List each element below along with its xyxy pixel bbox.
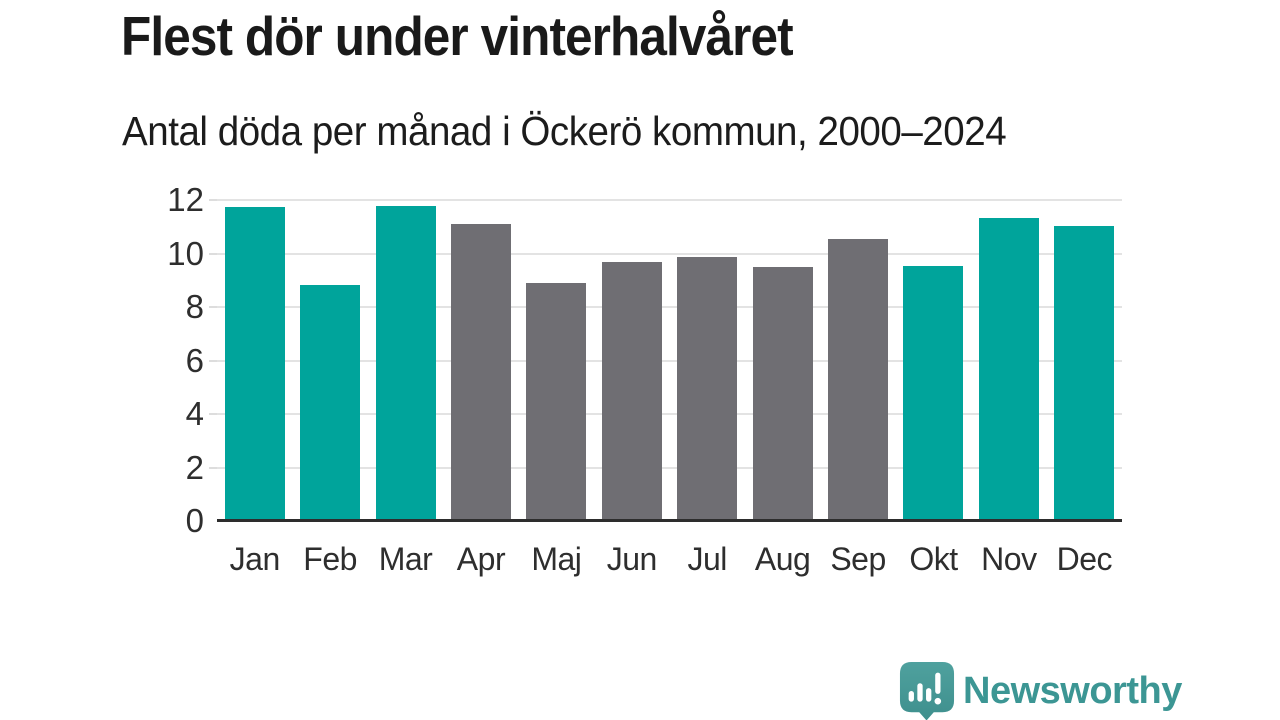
bar-chart-speech-bubble-icon	[899, 662, 955, 720]
y-axis-label-8: 8	[185, 288, 204, 325]
bar-okt	[903, 265, 964, 520]
x-axis-label-feb: Feb	[303, 541, 357, 577]
chart-subtitle: Antal döda per månad i Öckerö kommun, 20…	[122, 108, 1007, 154]
bar-jul	[677, 256, 738, 520]
y-tick-8	[209, 306, 217, 308]
y-axis-label-6: 6	[185, 341, 204, 379]
bar-mar	[375, 205, 436, 520]
bar-apr	[450, 224, 511, 520]
x-axis-label-nov: Nov	[981, 541, 1037, 577]
gridline-12	[217, 199, 1122, 201]
bar-maj	[526, 283, 587, 520]
x-axis-label-jul: Jul	[687, 541, 728, 577]
bar-sep	[828, 239, 889, 520]
x-axis-line	[217, 519, 1122, 522]
y-axis-label-0: 0	[185, 502, 204, 539]
y-axis-label-12: 12	[167, 181, 204, 218]
x-axis-labels: Jan Feb Mar Apr Maj Jun Jul Aug Sep Okt Nov Dec	[217, 539, 1122, 579]
y-axis-label-4: 4	[185, 395, 204, 432]
bar-jun	[601, 261, 662, 520]
x-axis-label-apr: Apr	[456, 541, 506, 577]
y-tick-12	[209, 199, 217, 201]
y-axis-label-2: 2	[185, 448, 204, 486]
x-axis-label-mar: Mar	[378, 541, 433, 577]
y-axis-labels: 0 2 4 6 8 10 12	[140, 183, 204, 538]
y-tick-10	[209, 252, 217, 255]
y-axis-label-10: 10	[167, 234, 204, 272]
y-tick-4	[209, 413, 217, 415]
gridline-10	[217, 252, 1122, 255]
bar-feb	[300, 284, 361, 520]
x-axis-label-dec: Dec	[1056, 541, 1113, 577]
newsworthy-logo: Newsworthy	[899, 661, 1182, 720]
gridline-2	[217, 466, 1122, 469]
x-axis-label-jun: Jun	[606, 541, 658, 577]
x-axis-label-okt: Okt	[909, 541, 958, 577]
chart-title: Flest dör under vinterhalvåret	[121, 5, 794, 67]
gridline-8	[217, 306, 1122, 308]
x-axis-label-sep: Sep	[830, 541, 886, 577]
x-axis-label-aug: Aug	[754, 541, 811, 577]
gridline-6	[217, 359, 1122, 362]
gridline-4	[217, 413, 1122, 415]
bar-aug	[752, 267, 813, 520]
x-axis-label-jan: Jan	[229, 541, 281, 577]
newsworthy-logo-text: Newsworthy	[963, 670, 1182, 712]
x-axis-label-maj: Maj	[531, 541, 582, 577]
bar-dec	[1054, 225, 1115, 520]
bar-nov	[978, 217, 1039, 520]
y-tick-6	[209, 359, 217, 362]
bar-jan	[224, 207, 285, 520]
y-tick-2	[209, 466, 217, 469]
plot-area	[209, 199, 1122, 522]
